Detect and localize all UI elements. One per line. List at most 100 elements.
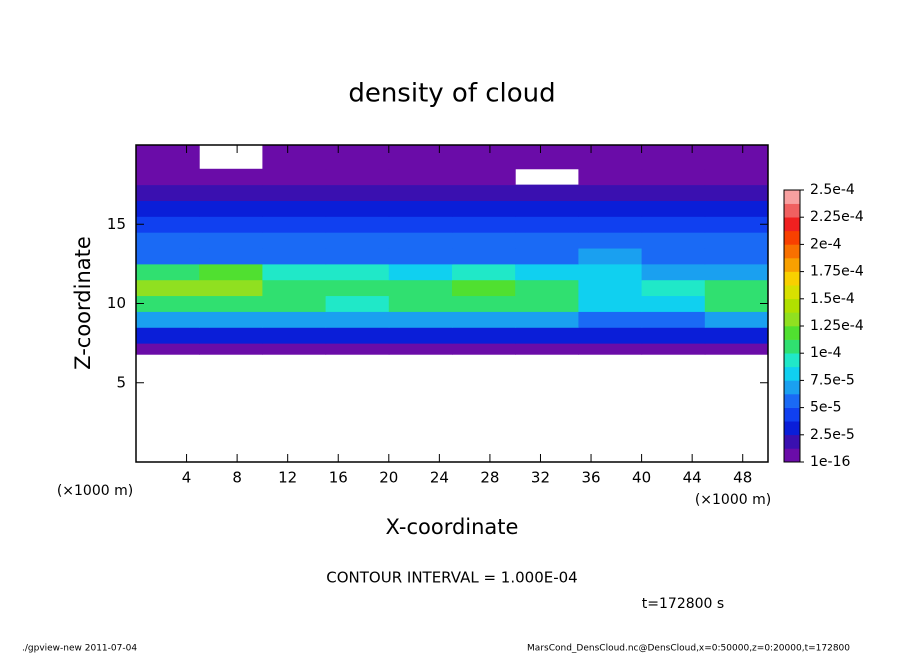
heat-cell <box>704 343 769 355</box>
heat-cell <box>388 295 453 312</box>
heat-cell <box>578 311 643 328</box>
heat-cell <box>704 295 769 312</box>
heat-cell <box>262 248 327 265</box>
heat-cell <box>452 263 516 281</box>
heat-cell <box>136 232 200 249</box>
heat-cell <box>199 168 263 186</box>
heat-cell <box>199 343 263 355</box>
heat-cell <box>704 168 769 186</box>
x-tick-label: 32 <box>531 469 550 487</box>
heat-cell <box>388 168 453 186</box>
heat-cell <box>704 145 769 170</box>
heat-cell <box>641 248 706 265</box>
heat-cell <box>388 248 453 265</box>
heat-cell <box>641 311 706 328</box>
heat-cell <box>388 200 453 217</box>
heat-cell <box>325 184 390 201</box>
heat-cell <box>136 263 200 281</box>
heat-cell <box>325 263 390 281</box>
footer-left: ./gpview-new 2011-07-04 <box>22 644 137 654</box>
x-tick-label: 20 <box>379 469 398 487</box>
heat-cell <box>325 168 390 186</box>
colorbar-tick-label: 1.25e-4 <box>810 318 864 334</box>
heat-cell <box>388 343 453 355</box>
heat-cell <box>136 343 200 355</box>
heat-cell <box>515 232 579 249</box>
heat-cell <box>704 279 769 297</box>
heat-cell <box>578 200 643 217</box>
heat-cell <box>578 295 643 312</box>
heat-cell <box>136 200 200 217</box>
heat-cell <box>325 311 390 328</box>
colorbar-segment <box>784 244 800 259</box>
heat-cell <box>262 184 327 201</box>
heat-cell <box>388 263 453 281</box>
heat-cell <box>515 343 579 355</box>
heat-cell <box>388 279 453 297</box>
heat-cell <box>578 216 643 233</box>
heat-cell <box>262 168 327 186</box>
heat-cell <box>325 327 390 344</box>
x-tick-label: 24 <box>430 469 449 487</box>
heat-cell <box>199 232 263 249</box>
x-tick-label: 16 <box>329 469 348 487</box>
heat-cell <box>452 327 516 344</box>
heat-cell <box>325 232 390 249</box>
heat-cell <box>641 263 706 281</box>
y-tick-label: 5 <box>116 373 126 391</box>
colorbar-segment <box>784 258 800 272</box>
colorbar-tick-label: 7.5e-5 <box>810 372 855 388</box>
heat-cell <box>325 248 390 265</box>
contour-note: CONTOUR INTERVAL = 1.000E-04 <box>326 569 577 587</box>
heat-cell <box>325 343 390 355</box>
heat-cell <box>452 216 516 233</box>
heat-cell <box>262 145 327 170</box>
heat-cell <box>262 279 327 297</box>
y-axis-label: Z-coordinate <box>71 236 95 370</box>
colorbar-segment <box>784 421 800 436</box>
colorbar-tick-label: 1.5e-4 <box>810 291 855 307</box>
heat-cell <box>388 216 453 233</box>
heat-cell <box>325 216 390 233</box>
heat-cell <box>325 145 390 170</box>
heat-cell <box>704 327 769 344</box>
time-note: t=172800 s <box>642 596 724 612</box>
heat-cell <box>578 343 643 355</box>
heat-cell <box>452 248 516 265</box>
x-unit: (×1000 m) <box>695 492 771 508</box>
heat-cell <box>199 327 263 344</box>
heat-cell <box>136 327 200 344</box>
heat-cell <box>262 232 327 249</box>
heat-cell <box>515 216 579 233</box>
colorbar-segment <box>784 366 800 381</box>
heat-cell <box>199 200 263 217</box>
colorbar-tick-label: 5e-5 <box>810 400 841 416</box>
y-tick-label: 15 <box>107 215 126 233</box>
heat-cell <box>199 295 263 312</box>
heat-cell <box>262 311 327 328</box>
heat-cell <box>325 200 390 217</box>
colorbar-segment <box>784 380 800 395</box>
x-tick-label: 40 <box>632 469 651 487</box>
colorbar-segment <box>784 339 800 354</box>
colorbar-segment <box>784 217 800 232</box>
y-tick-label: 10 <box>107 294 126 312</box>
heat-cell <box>136 216 200 233</box>
colorbar-segment <box>784 203 800 218</box>
heat-cell <box>641 184 706 201</box>
heat-cell <box>704 200 769 217</box>
x-tick-label: 36 <box>581 469 600 487</box>
heat-cell <box>136 311 200 328</box>
colorbar-segment <box>784 285 800 300</box>
colorbar-tick-label: 2.5e-4 <box>810 182 855 198</box>
heat-cell <box>515 311 579 328</box>
heat-cell <box>325 295 390 312</box>
heat-cell <box>136 184 200 201</box>
x-tick-label: 48 <box>733 469 752 487</box>
heat-cell <box>704 248 769 265</box>
heat-cell <box>452 343 516 355</box>
heat-cell <box>199 184 263 201</box>
heat-cell <box>136 168 200 186</box>
heat-cell <box>578 168 643 186</box>
